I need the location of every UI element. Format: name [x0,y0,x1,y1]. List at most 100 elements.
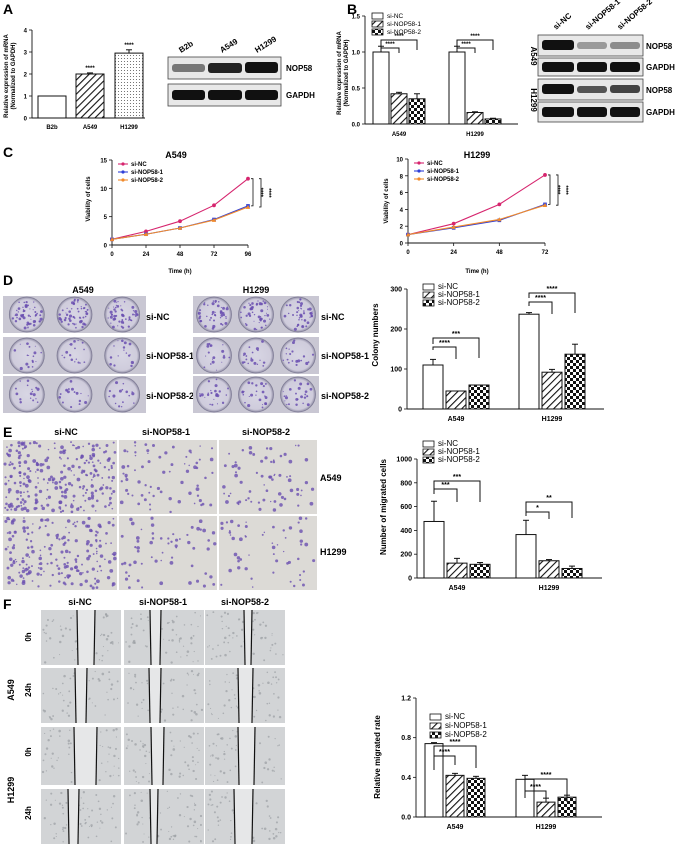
migrated-cell [304,458,309,462]
colony [31,366,34,368]
significance-label: *** [453,474,461,481]
migrated-cell [287,478,292,483]
migrated-cell [144,484,147,487]
cell-texture [232,637,234,639]
cell-texture [85,821,87,824]
migrated-cell [170,540,173,543]
cell-texture [200,839,202,842]
colony [27,304,30,307]
significance-label: **** [439,749,450,756]
migrated-cell [86,556,90,561]
migrated-cell [234,461,237,464]
colony [110,322,112,324]
cell-texture [107,698,109,701]
migrated-cell [271,478,274,481]
colony [302,312,306,315]
migrated-cell [96,560,99,563]
colony [110,313,113,316]
migrated-cell [101,477,104,479]
x-tick-label: 72 [542,250,549,256]
migrated-cell [57,567,61,571]
cell-texture [148,751,150,753]
cell-texture [168,806,171,808]
colony [25,362,29,366]
migrated-cell [112,461,115,465]
cell-texture [128,645,131,648]
cell-texture [208,680,211,682]
cell-texture [219,737,222,740]
cell-texture [102,616,105,619]
migrated-cell [245,521,247,523]
transwell-image [3,516,117,590]
cell-texture [43,709,47,713]
colony [216,304,220,308]
cell-texture [217,824,220,826]
cell-texture [230,832,233,834]
colony [247,381,251,385]
cell-texture [211,803,214,806]
migrated-cell [251,586,254,588]
colony [123,349,125,351]
migrated-cell [85,488,89,492]
cell-texture [62,699,65,702]
cell-texture [280,778,282,780]
cell-texture [44,732,46,735]
cell-texture [278,744,280,746]
migrated-cell [23,472,27,476]
migrated-cell [108,457,111,460]
migrated-cell [91,504,95,508]
cell-texture [223,752,226,756]
migrated-cell [247,497,250,500]
cell-texture [226,612,230,615]
blot-band [208,63,242,73]
migrated-cell [111,475,115,480]
migrated-cell [207,539,210,542]
migrated-cell [109,498,111,501]
migrated-cell [90,496,94,500]
migrated-cell [40,518,44,522]
y-tick-label: 1.5 [352,15,361,21]
colony [72,316,74,318]
migrated-cell [19,484,22,487]
migrated-cell [64,549,69,554]
colony [287,403,290,406]
colony [204,324,207,328]
cell-texture [60,628,63,631]
migrated-cell [107,476,111,479]
cell-texture [148,780,151,783]
migrated-cell [109,487,112,490]
cell-texture [63,674,66,678]
cell-texture [62,841,64,843]
cell-texture [277,816,280,819]
x-tick-label: H1299 [542,416,563,423]
panel-c-xlabel: Time (h) [168,269,191,275]
migrated-cell [39,567,43,571]
cell-texture [224,636,227,640]
x-tick-label: 0 [406,250,410,256]
migrated-cell [299,574,302,577]
colony [209,363,212,365]
colony [34,345,36,347]
migrated-cell [51,508,55,513]
cell-texture [223,704,226,707]
migrated-cell [24,445,28,449]
cell-texture [134,804,136,806]
wound-edge-line [148,667,151,724]
wound-edge-line [237,667,240,724]
cell-texture [69,729,71,731]
panel-c-left-title: A549 [165,150,187,160]
colony [70,358,74,361]
migrated-cell [62,450,66,455]
migrated-cell [169,510,172,514]
colony [293,327,297,331]
migrated-cell [106,575,111,580]
migrated-cell [228,531,232,534]
colony [302,355,306,358]
colony [262,361,266,364]
cell-texture [125,832,128,835]
cell-texture [48,716,50,718]
migrated-cell [23,527,26,529]
migrated-cell [9,461,12,464]
panel-e-row-label: H1299 [320,547,347,557]
migrated-cell [74,558,78,562]
